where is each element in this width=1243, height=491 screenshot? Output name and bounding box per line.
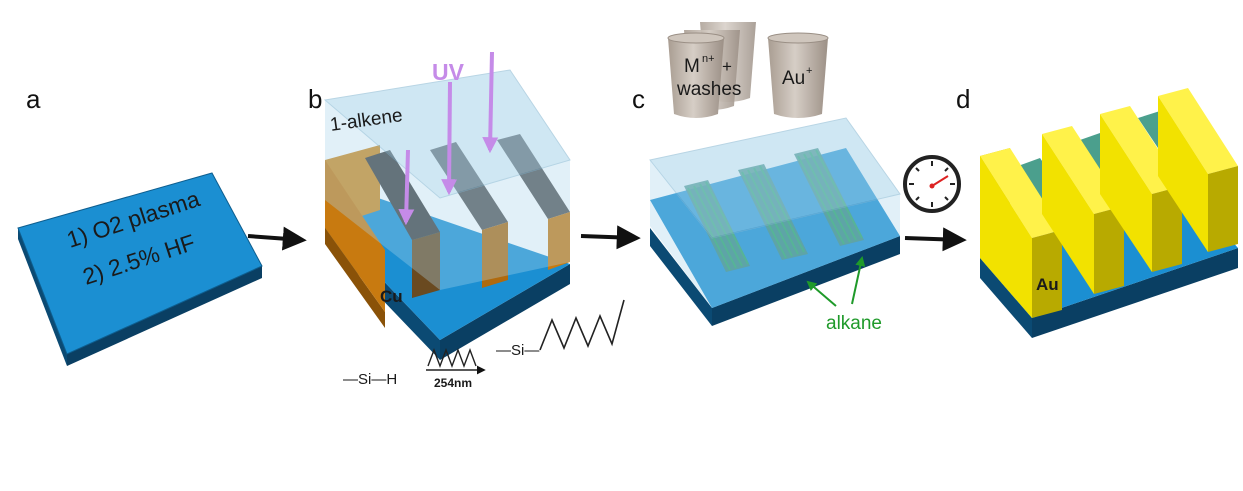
arrow-c-to-d	[904, 227, 967, 252]
beaker1-metal: M	[684, 56, 700, 77]
panel-b-device: Cu 1-alkene	[323, 69, 571, 360]
alkyl-chain-zigzag	[539, 299, 625, 351]
panel-label-b: b	[308, 84, 322, 114]
uv-arrow-3	[482, 51, 499, 154]
alkene-zigzag	[427, 348, 477, 368]
alkane-pointer-1	[806, 280, 837, 307]
uv-arrow-2	[441, 81, 458, 196]
beaker2-label: Au	[782, 68, 805, 89]
panel-d-device: Au	[980, 88, 1238, 338]
beaker2-sup: +	[806, 65, 812, 77]
panel-label-d: d	[956, 84, 970, 114]
product-text: —Si—	[496, 342, 539, 359]
beaker1-washes: washes	[676, 79, 741, 100]
uv-label: UV	[432, 59, 465, 85]
alkane-label: alkane	[826, 313, 882, 334]
reaction-scheme: —Si—H 254nm —Si—	[343, 299, 625, 390]
panel-a-substrate: 1) O2 plasma 2) 2.5% HF	[17, 172, 263, 366]
panel-c-device	[649, 117, 901, 326]
arrow-b-to-c	[580, 225, 641, 250]
uv-arrow-1	[398, 149, 415, 226]
uv-arrows	[398, 51, 499, 226]
beaker1-sup: n+	[702, 53, 715, 65]
panel-label-a: a	[26, 84, 41, 114]
clock-icon	[903, 155, 961, 213]
beaker-gold: Au +	[767, 32, 829, 118]
cu-label: Cu	[380, 287, 403, 306]
condition-text: 254nm	[434, 376, 472, 390]
arrow-a-to-b	[247, 226, 307, 251]
beaker1-plus: +	[722, 57, 732, 76]
alkane-pointer-2	[851, 256, 866, 305]
gold-bars	[980, 88, 1238, 318]
copper-bars	[325, 134, 570, 328]
beaker-stack: M n+ + washes	[667, 22, 756, 118]
reactant-text: —Si—H	[343, 371, 397, 388]
au-label: Au	[1036, 275, 1059, 294]
panel-label-c: c	[632, 84, 645, 114]
